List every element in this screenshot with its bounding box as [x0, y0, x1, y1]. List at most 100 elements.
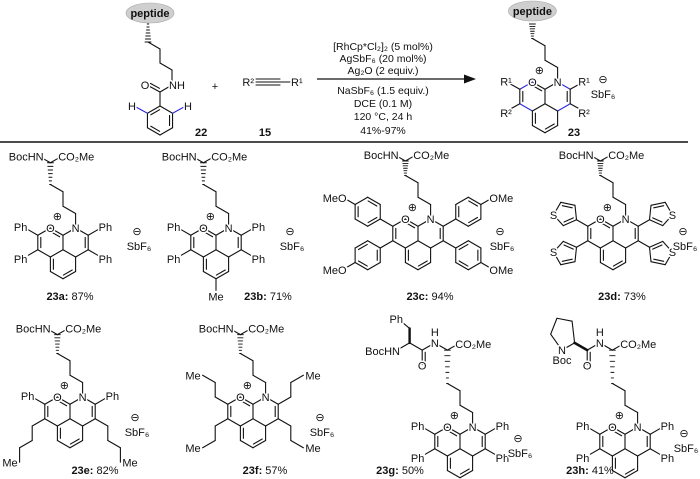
- r2-label: R²: [242, 77, 254, 89]
- peptide-tag-label: peptide: [130, 8, 169, 20]
- counterion-label: SbF₆: [127, 241, 152, 253]
- nitrogen-atom-label: N: [79, 392, 87, 404]
- compound-yield-label: 23h: 41%: [566, 465, 614, 477]
- aryl-bond: [442, 218, 457, 227]
- substituent-bond: [484, 448, 496, 455]
- thiophene-ring-bond: [664, 201, 673, 216]
- negative-charge-icon: ⊖: [130, 412, 139, 424]
- amide-nh-label: NH: [169, 80, 185, 92]
- positive-charge-icon: ⊕: [603, 202, 612, 214]
- r-group-label: R²: [578, 108, 590, 120]
- aryl-ring-bond: [354, 240, 369, 249]
- positive-charge-icon: ⊕: [408, 202, 417, 214]
- bond: [544, 81, 559, 90]
- substituent-label-ph: Ph: [576, 453, 589, 465]
- aryl-ring-bond: [354, 261, 369, 271]
- new-bond: [557, 81, 571, 90]
- new-bond: [599, 426, 613, 435]
- bond: [550, 333, 563, 351]
- methyl-label: Me: [305, 370, 320, 382]
- nitrogen-atom-label: N: [72, 223, 80, 235]
- thiophene-ring-bond: [553, 214, 564, 227]
- new-bond: [557, 103, 571, 112]
- substituent-bond: [94, 398, 106, 405]
- compound-number: 23h:: [566, 465, 589, 477]
- methoxy-label: MeO: [323, 265, 347, 277]
- positive-charge-icon: ⊕: [615, 410, 624, 422]
- alkyl-chain-bond: [94, 418, 109, 427]
- yield-value: 57%: [262, 465, 287, 477]
- counterion-label: SbF₆: [508, 448, 533, 460]
- bond: [599, 218, 614, 227]
- thiophene-ring-bond: [562, 240, 578, 248]
- new-bond: [519, 81, 533, 90]
- compound-yield-label: 23e: 82%: [71, 465, 118, 477]
- compound-yield-label: 23g: 50%: [376, 465, 424, 477]
- bond: [231, 329, 241, 336]
- double-bond-line: [240, 400, 251, 407]
- compound-number: 23c:: [406, 291, 428, 303]
- methyl-ester-label: CO₂Me: [455, 339, 491, 351]
- bond: [202, 249, 217, 258]
- alkyl-chain-bond: [277, 418, 292, 427]
- bond: [62, 227, 77, 236]
- substituent-bond: [424, 448, 436, 455]
- amide-hydrogen-label: H: [596, 327, 604, 339]
- alkyl-chain-bond: [31, 418, 46, 427]
- bond: [146, 84, 161, 93]
- alkyl-chain-bond: [290, 439, 304, 449]
- yield-value: 87%: [68, 291, 93, 303]
- compound-label-15: 15: [259, 127, 271, 139]
- substituent-bond: [569, 103, 580, 110]
- substituent-bond: [424, 428, 436, 435]
- compound-yield-label: 23d: 73%: [598, 291, 646, 303]
- oxygen-atom-label: O: [236, 392, 245, 404]
- bond: [586, 342, 601, 351]
- condition-solvent: DCE (0.1 M): [354, 98, 412, 110]
- thiophene-ring-bond: [662, 240, 673, 253]
- compound-yield-label: 23a: 87%: [46, 291, 93, 303]
- positive-charge-icon: ⊕: [450, 410, 459, 422]
- condition-temperature-time: 120 °C, 24 h: [354, 111, 413, 123]
- aryl-ring-bond: [354, 196, 369, 206]
- counterion-label: SbF₆: [310, 427, 335, 439]
- bond: [459, 448, 474, 457]
- carbonyl-oxygen-label: O: [141, 80, 150, 92]
- reaction-arrow: [317, 74, 476, 84]
- new-bond: [265, 396, 279, 405]
- bond: [69, 396, 84, 405]
- thiophene-ring-bond: [553, 201, 562, 216]
- positive-charge-icon: ⊕: [535, 65, 544, 77]
- negative-charge-icon: ⊖: [315, 412, 324, 424]
- substituent-label-ph: Ph: [411, 421, 424, 433]
- benzene-ring-bond: [146, 127, 161, 136]
- double-bond-line: [652, 217, 663, 223]
- compound-label-22: 22: [195, 127, 207, 139]
- bond: [446, 426, 461, 435]
- substituent-bond: [484, 428, 496, 435]
- bond: [69, 418, 84, 427]
- aryl-ring-bond: [367, 261, 381, 271]
- bond: [62, 249, 77, 258]
- positive-charge-icon: ⊕: [60, 380, 69, 392]
- thiophene-ring-bond: [662, 214, 673, 227]
- new-bond: [75, 227, 89, 236]
- sulfur-atom-label: S: [669, 210, 676, 222]
- double-bond-line: [624, 468, 635, 475]
- counterion-label: SbF₆: [125, 427, 150, 439]
- double-bond-line: [50, 231, 61, 238]
- sulfur-atom-label: S: [669, 247, 676, 259]
- bond: [409, 342, 423, 351]
- bond: [446, 469, 461, 479]
- bond: [599, 261, 614, 271]
- compound-yield-label: 23b: 71%: [244, 291, 292, 303]
- bond: [556, 317, 573, 322]
- methyl-label: Me: [208, 291, 223, 303]
- new-bond: [519, 103, 533, 112]
- alkyl-chain-bond: [214, 396, 229, 405]
- bond: [446, 344, 457, 351]
- bond: [404, 240, 419, 249]
- double-bond-line: [652, 244, 663, 250]
- alkyne-15: R² R¹: [241, 76, 305, 91]
- bond: [550, 317, 558, 335]
